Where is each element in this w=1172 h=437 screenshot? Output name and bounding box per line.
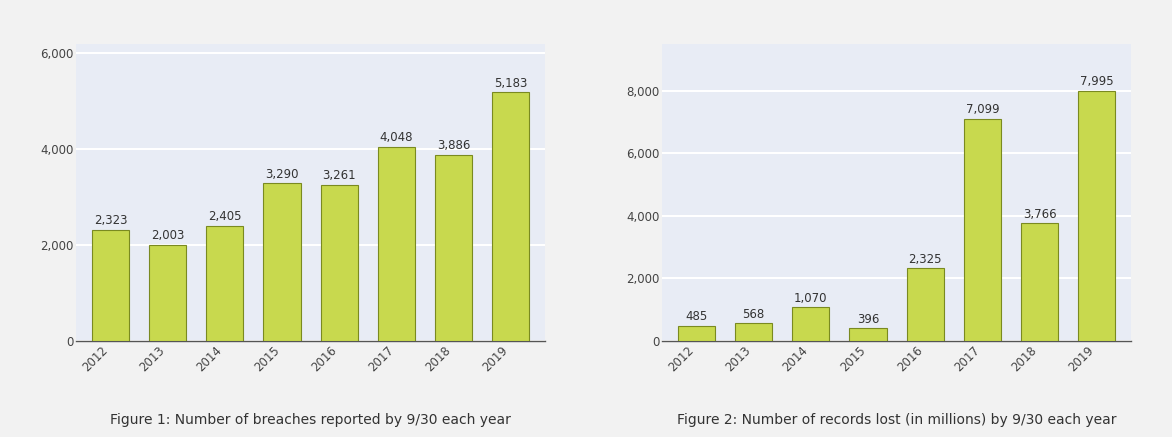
Bar <box>1078 91 1116 341</box>
Bar <box>677 326 715 341</box>
Text: 2,325: 2,325 <box>908 253 942 266</box>
Bar <box>492 93 530 341</box>
Bar <box>377 147 415 341</box>
Bar <box>91 229 129 341</box>
Text: Figure 2: Number of records lost (in millions) by 9/30 each year: Figure 2: Number of records lost (in mil… <box>677 413 1116 427</box>
Bar <box>735 323 772 341</box>
Text: 7,099: 7,099 <box>966 104 1000 116</box>
Text: 7,995: 7,995 <box>1079 76 1113 88</box>
Text: 2,003: 2,003 <box>151 229 184 243</box>
Bar <box>264 183 300 341</box>
Text: 2,323: 2,323 <box>94 214 128 227</box>
Bar <box>963 119 1001 341</box>
Text: Figure 1: Number of breaches reported by 9/30 each year: Figure 1: Number of breaches reported by… <box>110 413 511 427</box>
Bar <box>850 329 886 341</box>
Text: 3,766: 3,766 <box>1023 208 1056 221</box>
Text: 1,070: 1,070 <box>795 292 827 305</box>
Text: 3,261: 3,261 <box>322 169 356 182</box>
Text: 3,886: 3,886 <box>437 139 470 152</box>
Text: 4,048: 4,048 <box>380 132 413 145</box>
Bar <box>907 268 943 341</box>
Bar <box>321 184 357 341</box>
Text: 568: 568 <box>743 308 765 321</box>
Bar <box>149 245 186 341</box>
Text: 5,183: 5,183 <box>493 77 527 90</box>
Text: 485: 485 <box>686 310 708 323</box>
Text: 3,290: 3,290 <box>265 168 299 181</box>
Text: 2,405: 2,405 <box>209 210 241 223</box>
Bar <box>206 225 244 341</box>
Bar <box>1021 223 1058 341</box>
Text: 396: 396 <box>857 313 879 326</box>
Bar <box>792 307 830 341</box>
Bar <box>435 155 472 341</box>
